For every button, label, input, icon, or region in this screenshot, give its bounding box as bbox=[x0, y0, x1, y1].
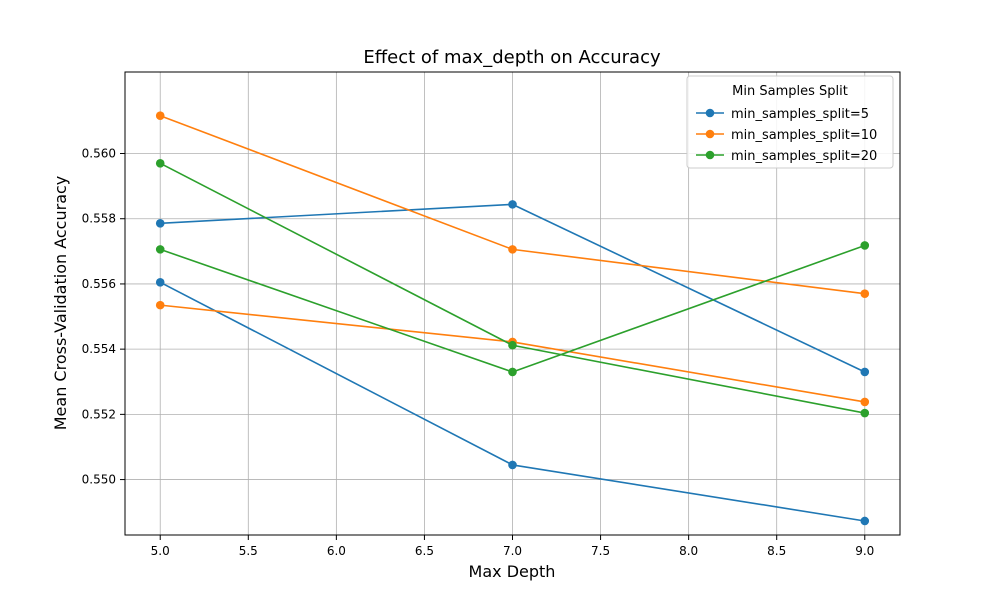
legend-items: min_samples_split=5 min_samples_split=10m… bbox=[696, 107, 877, 164]
x-tick-label: 8.5 bbox=[767, 544, 786, 558]
chart-title: Effect of max_depth on Accuracy bbox=[363, 47, 661, 68]
x-tick-label: 7.5 bbox=[591, 544, 610, 558]
x-tick-label: 7.0 bbox=[503, 544, 522, 558]
data-point bbox=[860, 408, 870, 418]
y-tick-label: 0.550 bbox=[82, 473, 116, 487]
y-tick-label: 0.556 bbox=[82, 277, 116, 291]
y-axis: 0.550 0.552 0.554 0.556 0.558 0.560 bbox=[82, 147, 125, 487]
data-point bbox=[860, 289, 870, 299]
legend: Min Samples Split min_samples_split=5min… bbox=[686, 75, 894, 169]
x-tick-label: 8.0 bbox=[679, 544, 698, 558]
data-point bbox=[155, 158, 165, 168]
legend-marker bbox=[705, 150, 715, 160]
series-6 bbox=[155, 241, 870, 377]
data-point bbox=[155, 111, 165, 120]
y-tick-label: 0.554 bbox=[82, 342, 116, 356]
data-point bbox=[508, 245, 517, 254]
series-2 bbox=[155, 278, 870, 526]
data-point bbox=[860, 397, 870, 407]
y-tick-label: 0.560 bbox=[82, 147, 116, 161]
series-5 bbox=[155, 158, 870, 418]
data-point bbox=[155, 218, 165, 228]
x-tick-label: 6.0 bbox=[327, 544, 346, 558]
data-point bbox=[508, 460, 517, 470]
data-point bbox=[860, 367, 870, 377]
x-tick-label: 9.0 bbox=[855, 544, 874, 558]
legend-box bbox=[686, 75, 894, 169]
x-axis: 5.0 5.5 6.0 6.5 7.0 7.5 8.0 8.5 9.0 bbox=[151, 535, 874, 558]
data-point bbox=[508, 200, 517, 209]
legend-title: Min Samples Split bbox=[732, 84, 848, 99]
data-point bbox=[508, 367, 517, 377]
x-tick-label: 5.5 bbox=[239, 544, 258, 558]
x-tick-label: 6.5 bbox=[415, 544, 434, 558]
series-layer bbox=[155, 111, 870, 526]
data-point bbox=[860, 516, 870, 526]
data-point bbox=[860, 241, 870, 250]
x-axis-label: Max Depth bbox=[469, 562, 556, 581]
legend-label: min_samples_split=5 bbox=[731, 107, 869, 122]
y-tick-label: 0.552 bbox=[82, 407, 116, 421]
series-3 bbox=[155, 111, 870, 299]
y-tick-label: 0.558 bbox=[82, 212, 116, 226]
legend-marker bbox=[705, 129, 715, 139]
data-point bbox=[155, 245, 165, 254]
x-tick-label: 5.0 bbox=[151, 544, 170, 558]
data-point bbox=[155, 300, 165, 310]
legend-label: min_samples_split=20 bbox=[731, 149, 877, 164]
legend-label: min_samples_split=10 bbox=[731, 128, 877, 143]
data-point bbox=[508, 340, 517, 350]
data-point bbox=[155, 278, 165, 287]
legend-marker bbox=[705, 108, 715, 118]
y-axis-label: Mean Cross-Validation Accuracy bbox=[51, 176, 70, 431]
series-1 bbox=[155, 200, 870, 377]
